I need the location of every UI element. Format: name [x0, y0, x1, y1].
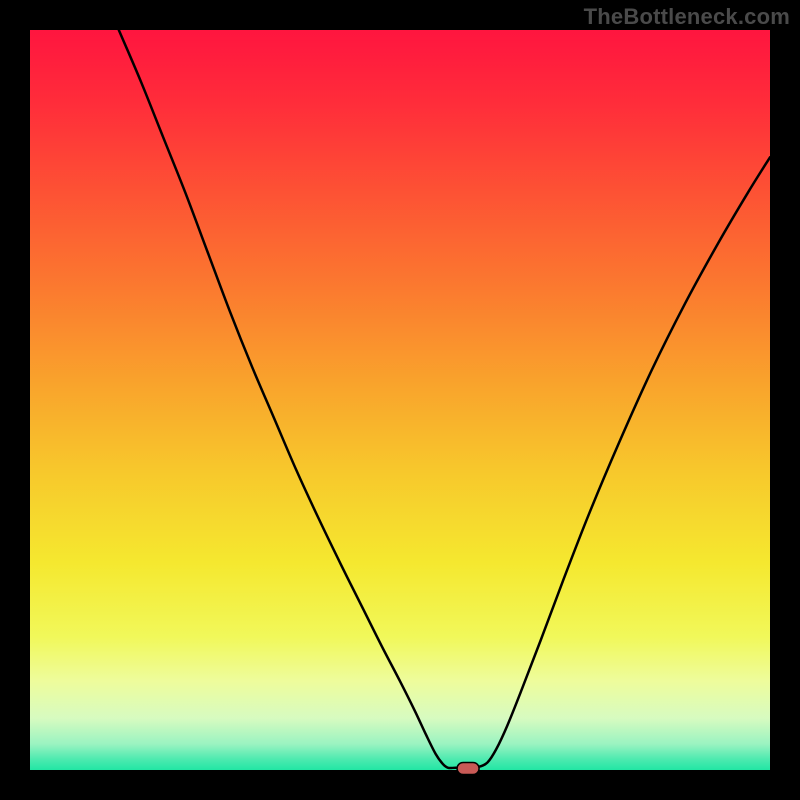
watermark-text: TheBottleneck.com [584, 4, 790, 30]
plot-background [30, 30, 770, 770]
optimal-marker [457, 763, 479, 775]
bottleneck-chart [0, 0, 800, 800]
